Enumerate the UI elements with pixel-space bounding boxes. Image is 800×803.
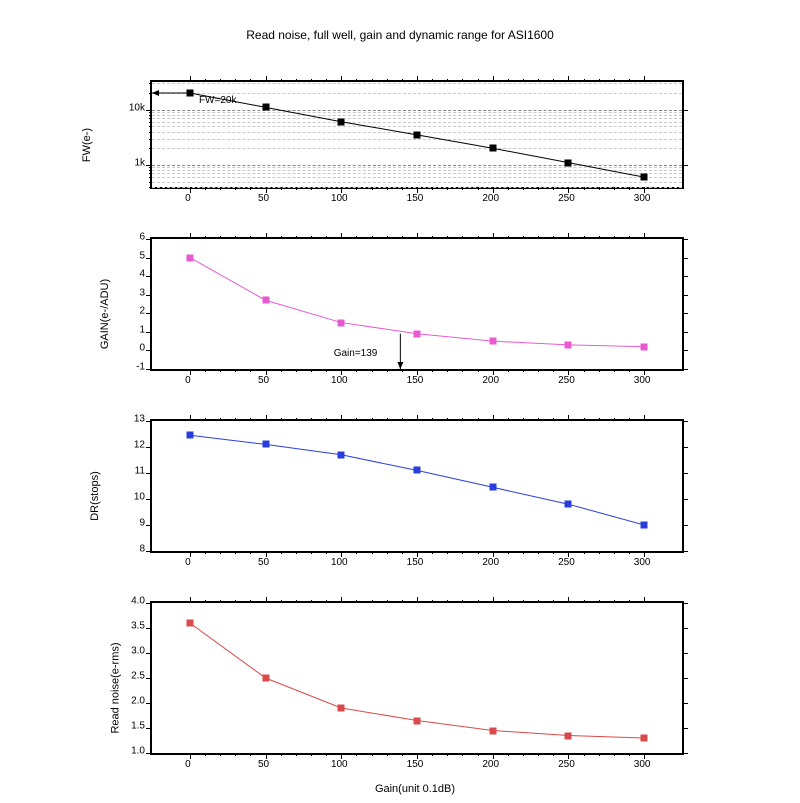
xtick: 0: [168, 557, 208, 568]
xtick: 250: [546, 375, 586, 386]
xtick: 50: [244, 193, 284, 204]
panel-dr: DR(stops)8910111213050100150200250300: [85, 419, 705, 573]
data-marker: [262, 104, 269, 111]
xtick: 0: [168, 193, 208, 204]
xtick: 100: [319, 193, 359, 204]
ytick: 2.0: [105, 696, 145, 707]
xtick: 150: [395, 193, 435, 204]
annotation-gain: Gain=139: [334, 348, 378, 359]
data-marker: [489, 484, 496, 491]
xtick: 0: [168, 759, 208, 770]
xlabel: Gain(unit 0.1dB): [150, 783, 680, 795]
ytick: 2: [105, 306, 145, 317]
data-marker: [641, 735, 648, 742]
xtick: 300: [622, 759, 662, 770]
data-marker: [414, 131, 421, 138]
xtick: 200: [471, 375, 511, 386]
data-marker: [338, 319, 345, 326]
ytick: 0: [105, 343, 145, 354]
data-marker: [565, 732, 572, 739]
xtick: 100: [319, 557, 359, 568]
xtick: 250: [546, 193, 586, 204]
ytick: 4.0: [105, 596, 145, 607]
ytick: 1: [105, 324, 145, 335]
data-marker: [186, 432, 193, 439]
panel-fw: FW(e-)1k10k050100150200250300FW=20k: [85, 80, 705, 209]
ytick: 3.0: [105, 646, 145, 657]
ylabel-fw: FW(e-): [81, 127, 93, 161]
xtick: 150: [395, 375, 435, 386]
xtick: 250: [546, 759, 586, 770]
xtick: 300: [622, 375, 662, 386]
data-marker: [414, 717, 421, 724]
xtick: 300: [622, 557, 662, 568]
xtick: 200: [471, 557, 511, 568]
xtick: 150: [395, 759, 435, 770]
ytick: 4: [105, 269, 145, 280]
data-marker: [641, 343, 648, 350]
ytick: -1: [105, 362, 145, 373]
data-marker: [489, 727, 496, 734]
annotation-fw: FW=20k: [199, 95, 237, 106]
data-marker: [414, 467, 421, 474]
plot-rn: [150, 601, 684, 755]
panel-gain: GAIN(e-/ADU)-10123456050100150200250300G…: [85, 237, 705, 391]
xtick: 300: [622, 193, 662, 204]
xtick: 0: [168, 375, 208, 386]
xtick: 200: [471, 193, 511, 204]
xtick: 100: [319, 759, 359, 770]
data-marker: [565, 501, 572, 508]
ytick: 1.5: [105, 721, 145, 732]
ytick: 10: [105, 492, 145, 503]
data-marker: [186, 254, 193, 261]
plot-dr: [150, 419, 684, 553]
xtick: 200: [471, 759, 511, 770]
ytick: 2.5: [105, 671, 145, 682]
xtick: 50: [244, 375, 284, 386]
panel-rn: Read noise(e-rms)1.01.52.02.53.03.54.005…: [85, 601, 705, 775]
ylabel-dr: DR(stops): [89, 471, 101, 521]
ytick: 1.0: [105, 746, 145, 757]
ytick: 5: [105, 250, 145, 261]
ytick: 3.5: [105, 621, 145, 632]
data-marker: [565, 341, 572, 348]
data-marker: [186, 89, 193, 96]
xtick: 50: [244, 759, 284, 770]
ytick: 13: [105, 414, 145, 425]
data-marker: [565, 159, 572, 166]
xtick: 250: [546, 557, 586, 568]
data-marker: [262, 675, 269, 682]
plot-gain: Gain=139: [150, 237, 684, 371]
xtick: 100: [319, 375, 359, 386]
data-marker: [262, 297, 269, 304]
ytick: 11: [105, 466, 145, 477]
ytick: 8: [105, 544, 145, 555]
ytick: 6: [105, 232, 145, 243]
data-marker: [489, 145, 496, 152]
chart-stack: FW(e-)1k10k050100150200250300FW=20kGAIN(…: [85, 80, 705, 803]
xtick: 50: [244, 557, 284, 568]
data-marker: [641, 174, 648, 181]
data-marker: [262, 441, 269, 448]
data-marker: [338, 705, 345, 712]
data-marker: [414, 330, 421, 337]
data-marker: [186, 620, 193, 627]
ytick: 12: [105, 440, 145, 451]
data-marker: [338, 451, 345, 458]
ytick: 10k: [105, 102, 145, 113]
xtick: 150: [395, 557, 435, 568]
ytick: 3: [105, 287, 145, 298]
ytick: 1k: [105, 157, 145, 168]
data-marker: [641, 522, 648, 529]
page-title: Read noise, full well, gain and dynamic …: [0, 0, 800, 42]
data-marker: [338, 118, 345, 125]
ytick: 9: [105, 518, 145, 529]
plot-fw: FW=20k: [150, 80, 684, 189]
data-marker: [489, 338, 496, 345]
